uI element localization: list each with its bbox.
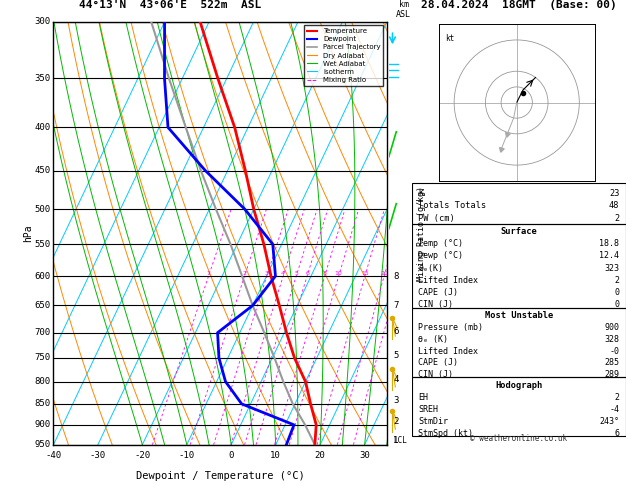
Text: CAPE (J): CAPE (J) <box>418 359 459 367</box>
Text: -20: -20 <box>135 451 150 460</box>
Text: 44°13'N  43°06'E  522m  ASL: 44°13'N 43°06'E 522m ASL <box>79 0 261 10</box>
Text: 600: 600 <box>34 272 50 280</box>
Text: PW (cm): PW (cm) <box>418 214 455 223</box>
Text: © weatheronline.co.uk: © weatheronline.co.uk <box>470 434 567 443</box>
Text: 900: 900 <box>604 323 620 332</box>
Text: 10: 10 <box>270 451 281 460</box>
Text: 7: 7 <box>393 301 399 310</box>
Text: -4: -4 <box>610 405 620 414</box>
Text: 400: 400 <box>34 123 50 132</box>
Text: 10: 10 <box>335 271 343 276</box>
Text: 20: 20 <box>314 451 326 460</box>
Text: Dewpoint / Temperature (°C): Dewpoint / Temperature (°C) <box>136 471 304 482</box>
Text: 48: 48 <box>609 201 620 210</box>
Text: Dewp (°C): Dewp (°C) <box>418 251 464 260</box>
Text: 300: 300 <box>34 17 50 26</box>
Text: 3: 3 <box>393 397 399 405</box>
Text: 20: 20 <box>380 271 388 276</box>
Text: 5: 5 <box>393 351 399 360</box>
Text: CIN (J): CIN (J) <box>418 370 454 379</box>
Text: K: K <box>418 189 424 198</box>
Text: Surface: Surface <box>501 227 537 236</box>
Text: kt: kt <box>445 34 454 43</box>
Legend: Temperature, Dewpoint, Parcel Trajectory, Dry Adiabat, Wet Adiabat, Isotherm, Mi: Temperature, Dewpoint, Parcel Trajectory… <box>304 25 383 86</box>
Text: 750: 750 <box>34 353 50 363</box>
Text: -40: -40 <box>45 451 62 460</box>
Text: 28.04.2024  18GMT  (Base: 00): 28.04.2024 18GMT (Base: 00) <box>421 0 617 10</box>
Text: 1: 1 <box>206 271 211 276</box>
Text: 900: 900 <box>34 420 50 429</box>
Text: 2: 2 <box>393 417 399 427</box>
Text: 243°: 243° <box>599 417 620 426</box>
Text: StmSpd (kt): StmSpd (kt) <box>418 429 474 438</box>
Text: 700: 700 <box>34 328 50 337</box>
Bar <box>412 224 626 308</box>
Text: EH: EH <box>418 393 428 402</box>
Text: -10: -10 <box>179 451 195 460</box>
Text: LCL: LCL <box>393 435 407 445</box>
Bar <box>412 308 626 377</box>
Text: 450: 450 <box>34 166 50 175</box>
Text: 30: 30 <box>359 451 370 460</box>
Text: -0: -0 <box>610 347 620 356</box>
Text: 950: 950 <box>34 440 50 449</box>
Text: 289: 289 <box>604 370 620 379</box>
Bar <box>412 183 626 224</box>
Text: 25: 25 <box>396 271 403 276</box>
Text: 323: 323 <box>604 263 620 273</box>
Text: CIN (J): CIN (J) <box>418 300 454 309</box>
Text: 550: 550 <box>34 240 50 249</box>
Text: 328: 328 <box>604 335 620 344</box>
Text: km
ASL: km ASL <box>396 0 411 19</box>
Text: 15: 15 <box>361 271 369 276</box>
Text: 650: 650 <box>34 301 50 310</box>
Text: Lifted Index: Lifted Index <box>418 347 479 356</box>
Text: 2: 2 <box>615 393 620 402</box>
Text: 2: 2 <box>615 276 620 285</box>
Text: Most Unstable: Most Unstable <box>485 311 553 320</box>
Text: θₑ(K): θₑ(K) <box>418 263 443 273</box>
Text: CAPE (J): CAPE (J) <box>418 288 459 297</box>
Text: 2: 2 <box>614 214 620 223</box>
Text: 8: 8 <box>393 272 399 280</box>
Text: 0: 0 <box>615 288 620 297</box>
Text: Mixing Ratio (g/kg): Mixing Ratio (g/kg) <box>417 186 426 281</box>
Text: 0: 0 <box>228 451 234 460</box>
Text: 350: 350 <box>34 74 50 83</box>
Text: 18.8: 18.8 <box>599 239 620 248</box>
Text: 6: 6 <box>305 271 309 276</box>
Text: 5: 5 <box>294 271 298 276</box>
Text: StmDir: StmDir <box>418 417 448 426</box>
Text: 0: 0 <box>615 300 620 309</box>
Text: 8: 8 <box>323 271 326 276</box>
Text: -30: -30 <box>90 451 106 460</box>
Text: 4: 4 <box>393 375 399 384</box>
Text: Lifted Index: Lifted Index <box>418 276 479 285</box>
Text: SREH: SREH <box>418 405 438 414</box>
Text: Totals Totals: Totals Totals <box>418 201 487 210</box>
Text: 12.4: 12.4 <box>599 251 620 260</box>
Text: Temp (°C): Temp (°C) <box>418 239 464 248</box>
Text: 800: 800 <box>34 377 50 386</box>
Text: Pressure (mb): Pressure (mb) <box>418 323 484 332</box>
Text: 1: 1 <box>393 436 399 445</box>
Text: θₑ (K): θₑ (K) <box>418 335 448 344</box>
Text: 6: 6 <box>393 327 399 336</box>
Text: 6: 6 <box>615 429 620 438</box>
Bar <box>412 377 626 436</box>
Text: hPa: hPa <box>23 225 33 242</box>
Text: 23: 23 <box>609 189 620 198</box>
Text: 500: 500 <box>34 205 50 214</box>
Text: 2: 2 <box>243 271 247 276</box>
Text: 3: 3 <box>265 271 269 276</box>
Text: 850: 850 <box>34 399 50 408</box>
Text: 285: 285 <box>604 359 620 367</box>
Text: Hodograph: Hodograph <box>495 381 543 390</box>
Text: 4: 4 <box>281 271 285 276</box>
